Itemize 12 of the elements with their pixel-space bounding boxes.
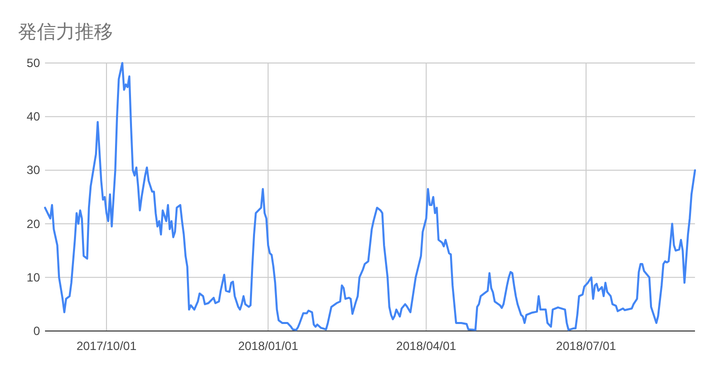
y-tick-label: 30 [26,163,40,178]
line-series [44,62,696,331]
x-tick-label: 2018/04/01 [396,339,457,353]
y-tick-label: 0 [33,324,40,338]
y-tick-label: 40 [26,110,40,124]
x-tick-label: 2018/01/01 [238,339,298,353]
y-tick-label: 10 [26,270,40,284]
y-tick-label: 20 [26,216,40,231]
x-tick-label: 2018/07/01 [556,339,616,353]
chart-title: 発信力推移 [18,22,113,43]
y-tick-label: 50 [26,56,40,70]
x-tick-label: 2017/10/01 [76,339,137,353]
